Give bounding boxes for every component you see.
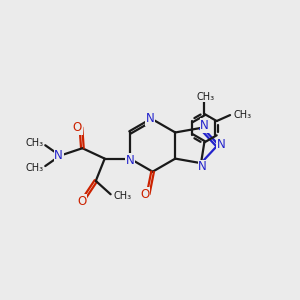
Text: N: N xyxy=(198,160,207,173)
Text: N: N xyxy=(200,119,209,132)
Text: CH₃: CH₃ xyxy=(26,164,44,173)
Text: N: N xyxy=(126,154,134,166)
Text: O: O xyxy=(73,121,82,134)
Text: CH₃: CH₃ xyxy=(114,191,132,201)
Text: CH₃: CH₃ xyxy=(197,92,215,102)
Text: CH₃: CH₃ xyxy=(26,138,44,148)
Text: N: N xyxy=(54,149,63,162)
Text: O: O xyxy=(77,195,86,208)
Text: N: N xyxy=(146,112,154,125)
Text: CH₃: CH₃ xyxy=(233,110,251,120)
Text: O: O xyxy=(140,188,149,201)
Text: N: N xyxy=(217,138,225,152)
